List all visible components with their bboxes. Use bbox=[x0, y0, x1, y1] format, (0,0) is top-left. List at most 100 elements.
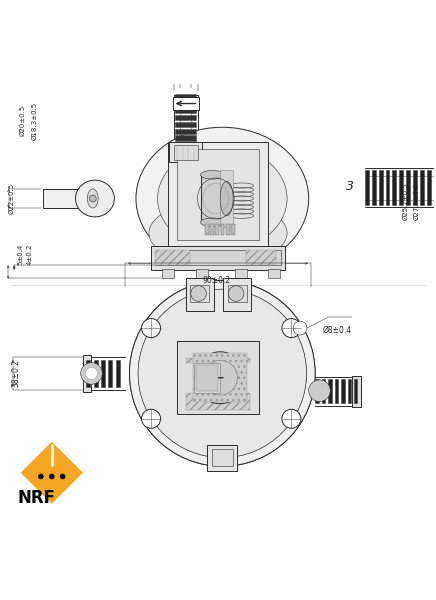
Bar bbox=[196, 365, 218, 391]
Text: Ø18.3±0.5: Ø18.3±0.5 bbox=[31, 102, 37, 140]
Ellipse shape bbox=[149, 200, 287, 265]
Bar bbox=[211, 449, 233, 466]
Bar bbox=[175, 101, 196, 107]
Bar bbox=[168, 142, 268, 248]
Text: 3: 3 bbox=[346, 181, 354, 193]
Bar bbox=[207, 445, 238, 470]
Bar bbox=[194, 362, 220, 393]
Bar bbox=[434, 170, 436, 205]
Bar bbox=[205, 224, 209, 235]
Bar bbox=[186, 393, 250, 410]
Circle shape bbox=[282, 409, 301, 428]
Bar bbox=[413, 170, 417, 205]
Text: 38±0.2: 38±0.2 bbox=[11, 359, 20, 388]
Bar bbox=[420, 170, 424, 205]
Bar bbox=[175, 128, 196, 134]
Circle shape bbox=[138, 289, 307, 458]
Bar bbox=[175, 94, 196, 100]
Circle shape bbox=[194, 352, 246, 404]
Text: NRF: NRF bbox=[17, 489, 55, 507]
Bar bbox=[169, 142, 202, 162]
Bar bbox=[365, 170, 369, 205]
Ellipse shape bbox=[87, 189, 98, 208]
Circle shape bbox=[282, 319, 301, 338]
Bar bbox=[194, 353, 247, 403]
Bar bbox=[116, 359, 119, 387]
Bar bbox=[334, 379, 338, 403]
Bar bbox=[201, 175, 225, 222]
Circle shape bbox=[203, 361, 238, 395]
Bar bbox=[86, 359, 90, 387]
Ellipse shape bbox=[157, 146, 287, 250]
Bar bbox=[228, 285, 247, 302]
Circle shape bbox=[142, 409, 160, 428]
Circle shape bbox=[60, 473, 65, 479]
Bar bbox=[151, 246, 285, 270]
Bar bbox=[392, 170, 396, 205]
Circle shape bbox=[49, 473, 54, 479]
Circle shape bbox=[85, 367, 98, 379]
Bar bbox=[2, 84, 434, 287]
Bar bbox=[341, 379, 344, 403]
Bar bbox=[372, 170, 376, 205]
Bar bbox=[101, 359, 105, 387]
Text: 5±0.4: 5±0.4 bbox=[17, 244, 23, 265]
Circle shape bbox=[293, 321, 307, 335]
Bar bbox=[385, 170, 389, 205]
Text: Ø8±0.4: Ø8±0.4 bbox=[322, 326, 351, 335]
Circle shape bbox=[309, 380, 330, 401]
Bar bbox=[220, 170, 233, 227]
Bar bbox=[175, 115, 196, 121]
Circle shape bbox=[191, 286, 206, 301]
Bar bbox=[175, 122, 196, 127]
Bar bbox=[347, 379, 351, 403]
Bar bbox=[2, 287, 434, 485]
Bar bbox=[175, 108, 196, 113]
Text: 90±0.2: 90±0.2 bbox=[203, 276, 231, 285]
Bar bbox=[43, 189, 102, 208]
Bar bbox=[177, 149, 259, 239]
Bar bbox=[210, 224, 214, 235]
Bar bbox=[223, 278, 251, 311]
Text: Ø25.2±0.5: Ø25.2±0.5 bbox=[403, 182, 409, 220]
Bar bbox=[406, 170, 410, 205]
Bar bbox=[427, 170, 431, 205]
Circle shape bbox=[129, 281, 315, 466]
Bar bbox=[196, 269, 208, 278]
Bar bbox=[174, 145, 198, 160]
Ellipse shape bbox=[220, 181, 233, 216]
Circle shape bbox=[81, 362, 102, 384]
Bar bbox=[190, 285, 209, 302]
Bar bbox=[352, 376, 361, 407]
Bar bbox=[177, 341, 259, 415]
Text: Ø20±0.5: Ø20±0.5 bbox=[20, 105, 26, 136]
Bar bbox=[231, 224, 235, 235]
Circle shape bbox=[228, 286, 244, 301]
Text: Ø22±0.5: Ø22±0.5 bbox=[9, 183, 14, 214]
Text: 4±0.2: 4±0.2 bbox=[27, 244, 33, 265]
Polygon shape bbox=[20, 442, 83, 504]
Circle shape bbox=[89, 195, 96, 202]
Bar bbox=[83, 355, 91, 392]
Bar bbox=[235, 269, 247, 278]
Ellipse shape bbox=[129, 281, 315, 466]
Ellipse shape bbox=[136, 127, 309, 270]
Ellipse shape bbox=[75, 180, 114, 217]
Bar bbox=[155, 250, 190, 265]
Bar bbox=[322, 379, 325, 403]
Bar bbox=[328, 379, 331, 403]
Bar bbox=[315, 379, 319, 403]
Bar bbox=[215, 224, 219, 235]
Bar bbox=[173, 97, 198, 110]
Ellipse shape bbox=[201, 218, 224, 227]
Bar bbox=[226, 224, 230, 235]
Bar bbox=[186, 278, 214, 311]
Ellipse shape bbox=[201, 170, 224, 179]
Bar bbox=[108, 359, 112, 387]
Bar bbox=[162, 269, 174, 278]
Circle shape bbox=[38, 473, 44, 479]
Bar bbox=[94, 359, 98, 387]
Circle shape bbox=[142, 319, 160, 338]
Ellipse shape bbox=[138, 289, 307, 458]
Bar bbox=[378, 170, 382, 205]
